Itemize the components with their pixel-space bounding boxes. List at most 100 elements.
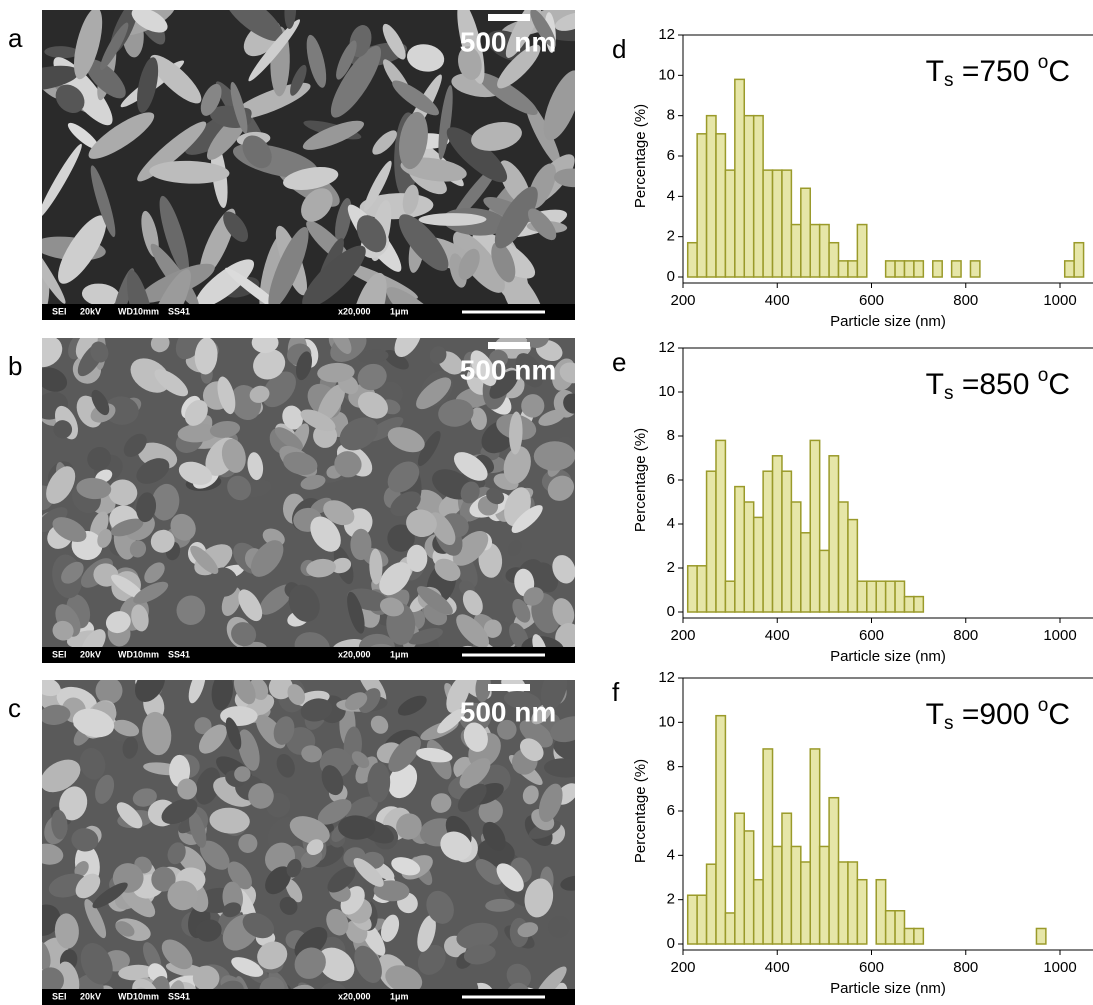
grain bbox=[71, 828, 99, 852]
grain bbox=[238, 589, 263, 622]
grain bbox=[195, 259, 255, 304]
grain bbox=[42, 759, 81, 793]
y-tick-label: 2 bbox=[667, 559, 675, 576]
grain bbox=[285, 879, 303, 903]
label-part: C bbox=[1048, 698, 1070, 731]
grain bbox=[397, 695, 427, 716]
grain bbox=[95, 774, 115, 804]
grain bbox=[274, 427, 303, 451]
panel-letter: a bbox=[8, 23, 23, 53]
grain bbox=[301, 745, 322, 763]
grain bbox=[525, 100, 561, 166]
grain bbox=[90, 341, 109, 363]
grain bbox=[295, 351, 313, 381]
bar bbox=[696, 133, 708, 278]
bar bbox=[790, 223, 802, 278]
footer-text: 20kV bbox=[80, 306, 101, 316]
bar bbox=[743, 830, 755, 945]
grain bbox=[530, 10, 556, 48]
grain bbox=[387, 461, 420, 493]
grain bbox=[396, 813, 422, 840]
grain bbox=[463, 722, 488, 752]
grain bbox=[176, 595, 206, 626]
grain bbox=[167, 842, 186, 865]
x-tick-label: 600 bbox=[859, 627, 884, 644]
y-tick-label: 0 bbox=[667, 935, 675, 952]
y-tick-label: 8 bbox=[667, 107, 675, 124]
grain bbox=[554, 12, 575, 31]
grain bbox=[79, 747, 106, 780]
bar bbox=[828, 241, 840, 278]
grain bbox=[97, 528, 112, 548]
grain bbox=[478, 542, 503, 578]
grain bbox=[95, 680, 123, 705]
grain bbox=[217, 376, 236, 415]
grain bbox=[388, 763, 418, 799]
grain bbox=[434, 558, 461, 582]
grain bbox=[317, 362, 355, 383]
grain bbox=[332, 638, 365, 647]
bar bbox=[752, 516, 764, 613]
grain bbox=[450, 163, 499, 223]
grain bbox=[323, 500, 355, 526]
grain bbox=[116, 802, 143, 829]
grain bbox=[379, 597, 405, 617]
label-part: C bbox=[1048, 368, 1070, 401]
grain bbox=[249, 385, 270, 403]
y-tick-label: 6 bbox=[667, 147, 675, 164]
grain bbox=[559, 362, 575, 384]
grain bbox=[178, 461, 213, 485]
scale-bar bbox=[488, 684, 530, 691]
grain bbox=[354, 945, 382, 984]
grain bbox=[538, 783, 563, 823]
grain bbox=[135, 680, 166, 702]
grain bbox=[231, 957, 264, 977]
grain bbox=[394, 338, 422, 358]
grain bbox=[81, 283, 120, 304]
grain bbox=[547, 475, 575, 501]
grain bbox=[55, 84, 85, 114]
grain bbox=[53, 420, 73, 439]
grain bbox=[195, 919, 222, 942]
grain bbox=[367, 762, 391, 803]
grain bbox=[194, 717, 212, 735]
grain bbox=[456, 922, 499, 950]
bar bbox=[1073, 241, 1085, 278]
bar bbox=[800, 187, 811, 278]
scale-bar bbox=[488, 14, 530, 21]
grain bbox=[133, 581, 169, 604]
bar bbox=[856, 878, 868, 945]
grain bbox=[221, 438, 246, 473]
bar bbox=[837, 501, 849, 613]
label-part: o bbox=[1038, 365, 1049, 386]
grain bbox=[519, 738, 544, 762]
grain bbox=[440, 831, 472, 861]
grain bbox=[136, 492, 157, 523]
bar bbox=[705, 863, 717, 945]
grain bbox=[543, 70, 575, 141]
bar bbox=[828, 455, 840, 613]
grain bbox=[74, 861, 89, 877]
grain bbox=[123, 433, 147, 457]
grain bbox=[392, 80, 439, 116]
grain bbox=[300, 474, 326, 490]
grain bbox=[334, 451, 362, 478]
panel-letter: d bbox=[612, 34, 626, 64]
grain bbox=[550, 716, 575, 743]
label-part: =900 bbox=[954, 698, 1038, 731]
y-axis-label: Percentage (%) bbox=[632, 428, 649, 532]
grain bbox=[497, 719, 517, 740]
grain bbox=[416, 586, 453, 615]
grain bbox=[430, 793, 452, 813]
x-tick-label: 800 bbox=[953, 627, 978, 644]
label-part: s bbox=[944, 713, 954, 734]
grain bbox=[51, 809, 68, 840]
grain bbox=[284, 10, 297, 29]
bar bbox=[818, 549, 830, 613]
grain bbox=[216, 980, 244, 989]
grain bbox=[553, 168, 575, 188]
grain bbox=[406, 509, 437, 538]
bar bbox=[884, 260, 896, 278]
grain bbox=[85, 59, 126, 99]
grain bbox=[387, 427, 425, 453]
